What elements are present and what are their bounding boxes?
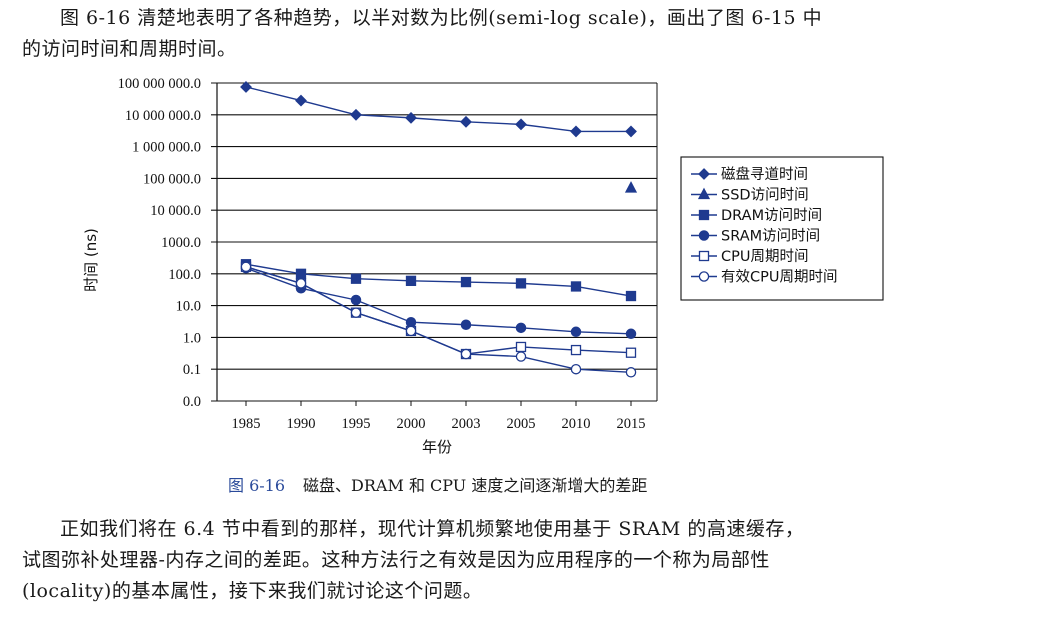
- intro-paragraph: 图 6-16 清楚地表明了各种趋势，以半对数为比例(semi-log scale…: [22, 3, 1022, 65]
- series-3: [240, 259, 637, 302]
- x-tick-label: 1990: [287, 416, 316, 432]
- body-line-2: 试图弥补处理器-内存之间的差距。这种方法行之有效是因为应用程序的一个称为局部性: [22, 549, 770, 571]
- series-line: [245, 263, 632, 297]
- body-line-3: (locality)的基本属性，接下来我们就讨论这个问题。: [22, 580, 483, 602]
- legend-item: CPU周期时间: [691, 248, 808, 265]
- series-line: [245, 86, 631, 133]
- data-point: [570, 344, 582, 356]
- legend-item: SSD访问时间: [691, 187, 809, 204]
- series-line: [245, 267, 632, 335]
- data-point: [350, 273, 362, 284]
- legend-label: 磁盘寻道时间: [721, 165, 808, 183]
- legend-marker: [698, 230, 710, 241]
- data-point: [350, 294, 362, 306]
- data-point: [295, 278, 307, 289]
- legend-item: 有效CPU周期时间: [691, 269, 837, 286]
- y-tick-label: 10.0: [176, 299, 201, 315]
- chart-series: [240, 81, 638, 378]
- data-point: [570, 125, 582, 138]
- y-tick-label: 10 000.0: [150, 203, 201, 219]
- data-point: [625, 347, 637, 358]
- data-point: [405, 325, 417, 337]
- data-point: [460, 115, 472, 128]
- legend-item: SRAM访问时间: [691, 228, 820, 245]
- y-tick-label: 1.0: [183, 330, 201, 346]
- data-point: [570, 281, 582, 292]
- chart-grid: [211, 82, 657, 402]
- legend-label: CPU周期时间: [721, 248, 808, 265]
- y-tick-label: 0.0: [183, 394, 201, 410]
- figure-caption: 图 6-16 磁盘、DRAM 和 CPU 速度之间逐渐增大的差距: [228, 472, 647, 496]
- data-point: [515, 351, 527, 362]
- data-point: [515, 118, 527, 131]
- data-point: [515, 341, 527, 353]
- data-point: [405, 316, 417, 328]
- data-point: [405, 275, 417, 287]
- data-point: [624, 181, 638, 193]
- legend-item: DRAM访问时间: [691, 207, 822, 224]
- intro-line-1: 图 6-16 清楚地表明了各种趋势，以半对数为比例(semi-log scale…: [60, 7, 823, 29]
- data-point: [460, 348, 472, 360]
- y-tick-label: 10 000 000.0: [125, 108, 201, 124]
- x-axis-title: 年份: [422, 438, 452, 456]
- legend-label: SSD访问时间: [721, 187, 809, 204]
- figure-caption-text: 磁盘、DRAM 和 CPU 速度之间逐渐增大的差距: [303, 476, 648, 495]
- data-point: [570, 363, 582, 375]
- data-point: [350, 108, 362, 121]
- y-tick-label: 100 000.0: [143, 171, 201, 187]
- data-point: [350, 307, 362, 318]
- x-tick-label: 1995: [342, 416, 371, 432]
- y-tick-label: 100 000 000.0: [118, 76, 201, 92]
- x-tick-label: 2000: [397, 416, 426, 432]
- x-tick-label: 2005: [507, 416, 536, 432]
- y-tick-label: 100.0: [168, 267, 201, 283]
- legend-item: 磁盘寻道时间: [691, 165, 808, 183]
- y-tick-label: 0.1: [183, 362, 201, 378]
- y-tick-label: 1 000 000.0: [132, 140, 201, 156]
- legend-label: 有效CPU周期时间: [721, 269, 837, 286]
- data-point: [295, 94, 307, 107]
- data-point: [515, 322, 527, 334]
- body-line-1: 正如我们将在 6.4 节中看到的那样，现代计算机频繁地使用基于 SRAM 的高速…: [60, 518, 805, 540]
- x-tick-label: 2003: [452, 416, 481, 432]
- chart-legend: 磁盘寻道时间 SSD访问时间 DRAM访问时间 SRAM访问时间 CPU周期时间有效CP…: [680, 156, 884, 301]
- x-tick-label: 2015: [617, 416, 646, 432]
- legend-marker: [698, 250, 710, 262]
- figure-number: 图 6-16: [228, 476, 286, 495]
- legend-marker: [698, 168, 710, 180]
- data-point: [625, 290, 637, 302]
- series-1: [240, 81, 637, 138]
- series-line: [245, 266, 632, 373]
- line-chart: 100 000 000.0 10 000 000.0 1 000 000.0 100 …: [82, 76, 884, 456]
- data-point: [240, 81, 252, 93]
- chart-axes: 100 000 000.0 10 000 000.0 1 000 000.0 100 …: [118, 76, 658, 432]
- data-point: [240, 261, 252, 273]
- data-point: [460, 276, 472, 288]
- legend-marker: [698, 209, 710, 221]
- data-point: [460, 319, 472, 330]
- data-point: [625, 125, 637, 138]
- data-point: [570, 326, 582, 338]
- legend-label: DRAM访问时间: [721, 207, 822, 224]
- body-paragraph: 正如我们将在 6.4 节中看到的那样，现代计算机频繁地使用基于 SRAM 的高速…: [22, 514, 1022, 607]
- x-tick-label: 1985: [232, 416, 261, 432]
- series-2: [624, 181, 638, 193]
- legend-marker: [697, 187, 711, 200]
- legend-marker: [698, 271, 710, 282]
- intro-line-2: 的访问时间和周期时间。: [22, 38, 237, 60]
- data-point: [515, 278, 527, 289]
- series-6: [240, 261, 637, 378]
- x-tick-label: 2010: [562, 416, 591, 432]
- y-axis-title: 时间 (ns): [82, 228, 100, 292]
- data-point: [625, 367, 637, 378]
- legend-label: SRAM访问时间: [721, 228, 820, 245]
- data-point: [405, 111, 417, 124]
- y-tick-label: 1000.0: [161, 235, 201, 251]
- data-point: [625, 328, 637, 340]
- data-point: [295, 268, 307, 279]
